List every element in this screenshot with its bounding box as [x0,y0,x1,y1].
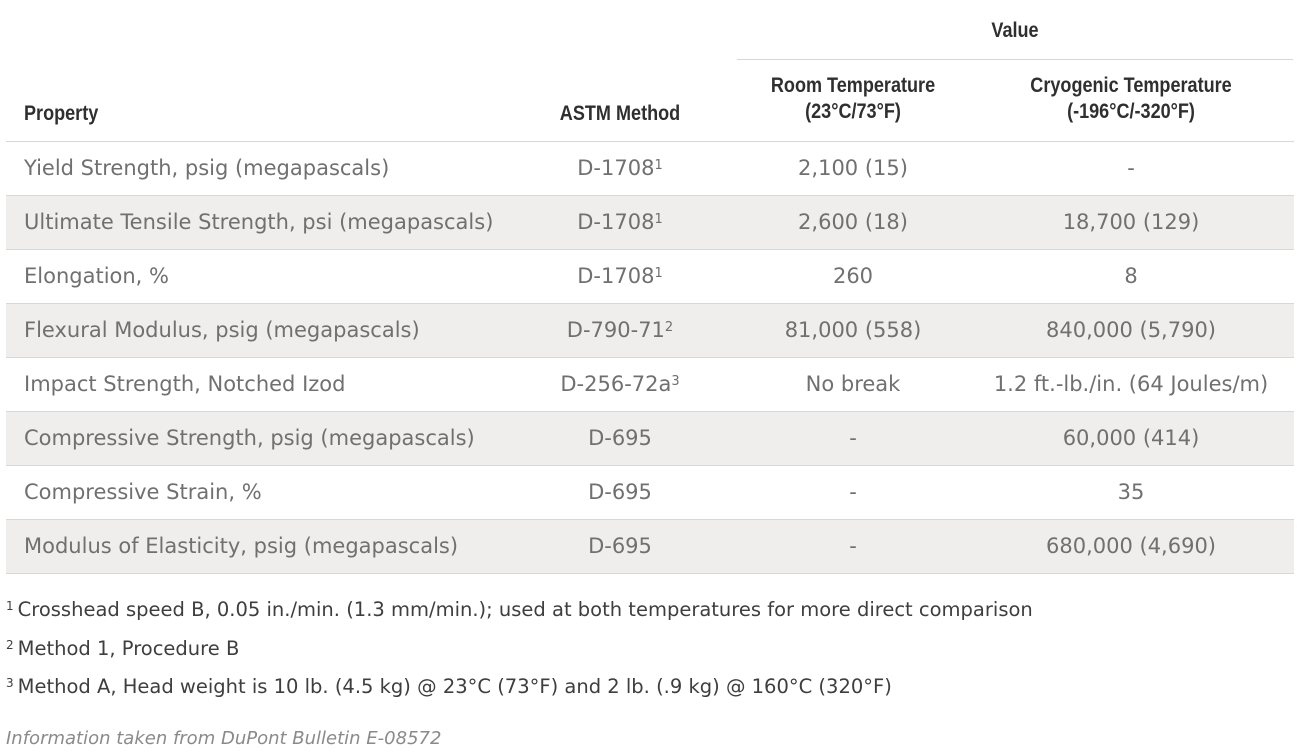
footnote-marker: 3 [671,374,680,389]
property-cell: Ultimate Tensile Strength, psi (megapasc… [24,210,494,234]
table-row: Yield Strength, psig (megapascals) D-170… [6,142,1294,196]
room-temperature-cell: - [849,534,857,558]
cryogenic-temperature-column-header: Cryogenic Temperature (-196°C/-320°F) [992,73,1271,125]
astm-method-cell: D-17081 [577,156,663,180]
cryogenic-temperature-cell: 840,000 (5,790) [1045,318,1217,342]
astm-method-cell: D-256-72a3 [560,372,680,396]
property-cell: Flexural Modulus, psig (megapascals) [24,318,420,342]
footnote-text: Crosshead speed B, 0.05 in./min. (1.3 mm… [17,598,1033,621]
table-row: Ultimate Tensile Strength, psi (megapasc… [6,196,1294,250]
table-row: Impact Strength, Notched Izod D-256-72a3… [6,358,1294,412]
table-row: Compressive Strain, % D-695 - 35 [6,466,1294,520]
property-cell: Compressive Strain, % [24,480,262,504]
footnote-mark: 1 [6,599,14,613]
footnote-marker: 2 [664,320,674,335]
room-temperature-cell: 260 [832,264,874,288]
value-group-divider [737,59,1293,60]
table-row: Modulus of Elasticity, psig (megapascals… [6,520,1294,574]
footnote-1: 1 Crosshead speed B, 0.05 in./min. (1.3 m… [6,598,1033,621]
footnote-marker: 1 [654,158,663,173]
astm-method-cell: D-17081 [577,210,663,234]
value-group-header: Value [991,19,1039,42]
room-temperature-cell: No break [805,372,901,396]
footnote-mark: 2 [6,638,14,652]
astm-method-cell: D-695 [588,480,652,504]
footnote-2: 2 Method 1, Procedure B [6,637,239,660]
table-row: Flexural Modulus, psig (megapascals) D-7… [6,304,1294,358]
cryogenic-temperature-cell: 8 [1124,264,1138,288]
room-temperature-cell: - [849,480,857,504]
astm-method-cell: D-695 [588,534,652,558]
property-column-header: Property [24,102,99,125]
room-temperature-header-line2: (23°C/73°F) [805,100,901,123]
footnote-marker: 1 [654,266,663,281]
cryogenic-temperature-cell: 18,700 (129) [1062,210,1200,234]
astm-method-cell: D-695 [588,426,652,450]
source-note: Information taken from DuPont Bulletin E… [6,728,442,749]
cryogenic-temperature-cell: 35 [1117,480,1145,504]
property-cell: Impact Strength, Notched Izod [24,372,346,396]
property-cell: Compressive Strength, psig (megapascals) [24,426,475,450]
astm-method-cell: D-17081 [577,264,663,288]
footnote-text: Method A, Head weight is 10 lb. (4.5 kg)… [17,675,892,698]
footnote-text: Method 1, Procedure B [17,637,240,660]
astm-method-cell: D-790-712 [566,318,674,342]
room-temperature-cell: 2,600 (18) [798,210,908,234]
cryogenic-temperature-header-line1: Cryogenic Temperature [1030,74,1232,97]
room-temperature-cell: 2,100 (15) [798,156,908,180]
property-cell: Modulus of Elasticity, psig (megapascals… [24,534,459,558]
room-temperature-header-line1: Room Temperature [770,74,936,97]
astm-method-column-header: ASTM Method [559,102,681,125]
footnote-3: 3 Method A, Head weight is 10 lb. (4.5 kg… [6,675,892,698]
cryogenic-temperature-cell: - [1127,156,1135,180]
table-row: Compressive Strength, psig (megapascals)… [6,412,1294,466]
room-temperature-column-header: Room Temperature (23°C/73°F) [753,73,953,125]
table-row: Elongation, % D-17081 260 8 [6,250,1294,304]
cryogenic-temperature-cell: 60,000 (414) [1062,426,1200,450]
properties-table-body: Yield Strength, psig (megapascals) D-170… [6,142,1294,574]
cryogenic-temperature-header-line2: (-196°C/-320°F) [1067,100,1195,123]
footnote-mark: 3 [6,676,14,690]
cryogenic-temperature-cell: 1.2 ft.-lb./in. (64 Joules/m) [993,372,1269,396]
room-temperature-cell: - [849,426,857,450]
cryogenic-temperature-cell: 680,000 (4,690) [1045,534,1217,558]
property-cell: Yield Strength, psig (megapascals) [24,156,390,180]
header-divider [6,141,1294,142]
footnote-marker: 1 [654,212,663,227]
room-temperature-cell: 81,000 (558) [784,318,922,342]
property-cell: Elongation, % [24,264,169,288]
